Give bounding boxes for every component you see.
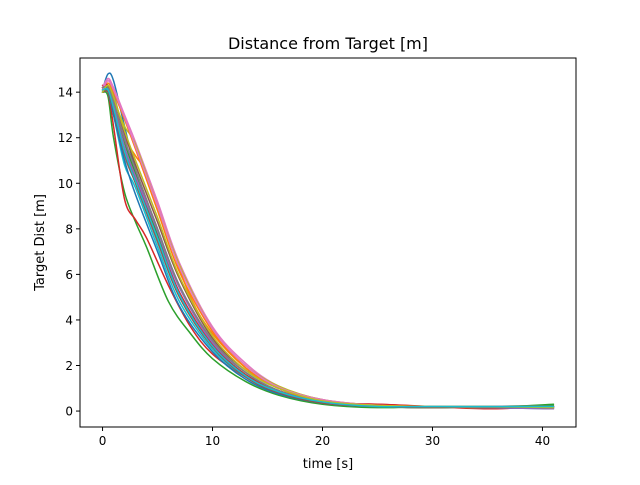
x-tick-label: 30 [425, 434, 440, 448]
y-tick-label: 2 [65, 359, 73, 373]
y-tick-label: 12 [58, 131, 73, 145]
x-axis-label: time [s] [303, 457, 353, 472]
y-tick-label: 10 [58, 177, 73, 191]
chart-title: Distance from Target [m] [228, 34, 428, 53]
x-tick-label: 0 [99, 434, 107, 448]
x-tick-label: 20 [315, 434, 330, 448]
x-tick-label: 40 [535, 434, 550, 448]
series-layer [101, 72, 555, 410]
y-tick-label: 8 [65, 222, 73, 236]
y-tick-label: 6 [65, 268, 73, 282]
plot-frame [79, 57, 577, 428]
y-axis-label: Target Dist [m] [33, 194, 48, 292]
y-tick-label: 14 [58, 86, 73, 100]
y-tick-label: 0 [65, 405, 73, 419]
series-line-20 [101, 87, 555, 408]
y-tick-label: 4 [65, 313, 73, 327]
x-tick-label: 10 [205, 434, 220, 448]
axes-layer: 0 10 20 30 40 0 2 4 6 8 10 12 14 [58, 86, 550, 448]
